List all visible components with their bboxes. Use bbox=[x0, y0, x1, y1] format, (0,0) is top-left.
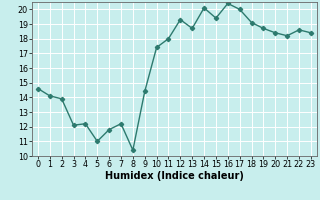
X-axis label: Humidex (Indice chaleur): Humidex (Indice chaleur) bbox=[105, 171, 244, 181]
